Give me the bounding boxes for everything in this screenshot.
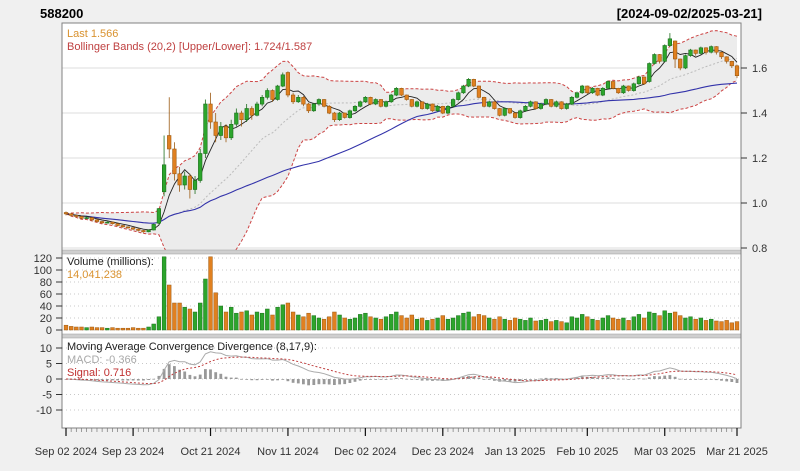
macd-axis-tick-label: -10 (36, 405, 52, 417)
date-axis-label: Dec 02 2024 (334, 446, 396, 458)
volume-axis-tick-label: 120 (34, 253, 52, 265)
bollinger-lower-band (65, 80, 738, 250)
date-range-label: [2024-09-02/2025-03-21] (616, 6, 762, 21)
main-panel-legend: Last 1.566 Bollinger Bands (20,2) [Upper… (67, 28, 312, 54)
price-axis-tick-label: 1.2 (752, 153, 767, 165)
price-axis-tick-label: 0.8 (752, 243, 767, 255)
macd-panel-legend: Moving Average Convergence Divergence (8… (67, 341, 317, 380)
volume-axis-tick-label: 40 (40, 301, 52, 313)
candlestick-layer (63, 33, 740, 233)
bollinger-bands-label: Bollinger Bands (20,2) [Upper/Lower]: 1.… (67, 41, 313, 53)
date-axis-label: Mar 03 2025 (634, 446, 696, 458)
main-price-panel (62, 30, 741, 250)
date-axis-label: Dec 23 2024 (412, 446, 474, 458)
volume-bars-layer (63, 256, 740, 331)
ticker-title: 588200 (40, 6, 84, 21)
macd-axis-tick-label: -5 (42, 390, 52, 402)
date-axis-label: Nov 11 2024 (257, 446, 319, 458)
date-axis-label: Feb 10 2025 (556, 446, 618, 458)
panel-divider (61, 333, 742, 339)
price-axis-tick-label: 1.0 (752, 198, 767, 210)
macd-histogram-layer (64, 364, 739, 386)
bollinger-middle-band (65, 57, 738, 224)
volume-axis-tick-label: 60 (40, 289, 52, 301)
macd-panel (62, 347, 741, 411)
slow-moving-average-line (65, 82, 738, 224)
last-price-label: Last 1.566 (67, 28, 119, 40)
panel-divider (61, 249, 742, 255)
volume-value-label: 14,041,238 (67, 269, 123, 281)
date-axis-label: Jan 13 2025 (485, 446, 546, 458)
macd-axis-tick-label: 0 (46, 374, 52, 386)
date-axis-label: Sep 23 2024 (102, 446, 164, 458)
macd-title-label: Moving Average Convergence Divergence (8… (67, 341, 317, 353)
macd-value-label: MACD: -0.366 (67, 354, 137, 366)
macd-axis-tick-label: 10 (40, 343, 52, 355)
volume-title-label: Volume (millions): (67, 256, 154, 268)
date-axis-label: Sep 02 2024 (35, 446, 97, 458)
price-axis-tick-label: 1.4 (752, 108, 767, 120)
date-axis-label: Oct 21 2024 (181, 446, 241, 458)
volume-axis-tick-label: 20 (40, 313, 52, 325)
volume-axis-tick-label: 0 (46, 325, 52, 337)
date-axis-label: Mar 21 2025 (706, 446, 768, 458)
volume-panel (62, 256, 741, 331)
signal-value-label: Signal: 0.716 (67, 367, 132, 379)
volume-panel-legend: Volume (millions): 14,041,238 (67, 256, 154, 282)
volume-axis-tick-label: 80 (40, 277, 52, 289)
macd-axis-tick-label: 5 (46, 359, 52, 371)
macd-line (65, 351, 738, 386)
price-axis-tick-label: 1.6 (752, 63, 767, 75)
volume-axis-tick-label: 100 (34, 265, 52, 277)
bollinger-band-area (66, 30, 737, 250)
axes-layer: 0.81.01.21.41.6020406080100120-10-50510S… (34, 63, 768, 458)
